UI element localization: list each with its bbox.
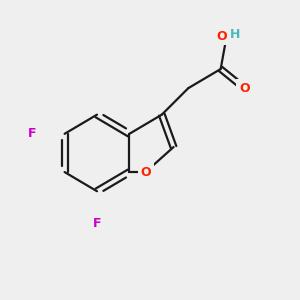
- Text: F: F: [93, 217, 101, 230]
- Text: H: H: [230, 28, 240, 41]
- Text: O: O: [140, 166, 151, 178]
- Text: O: O: [216, 30, 226, 43]
- Text: O: O: [239, 82, 250, 95]
- Text: F: F: [28, 127, 37, 140]
